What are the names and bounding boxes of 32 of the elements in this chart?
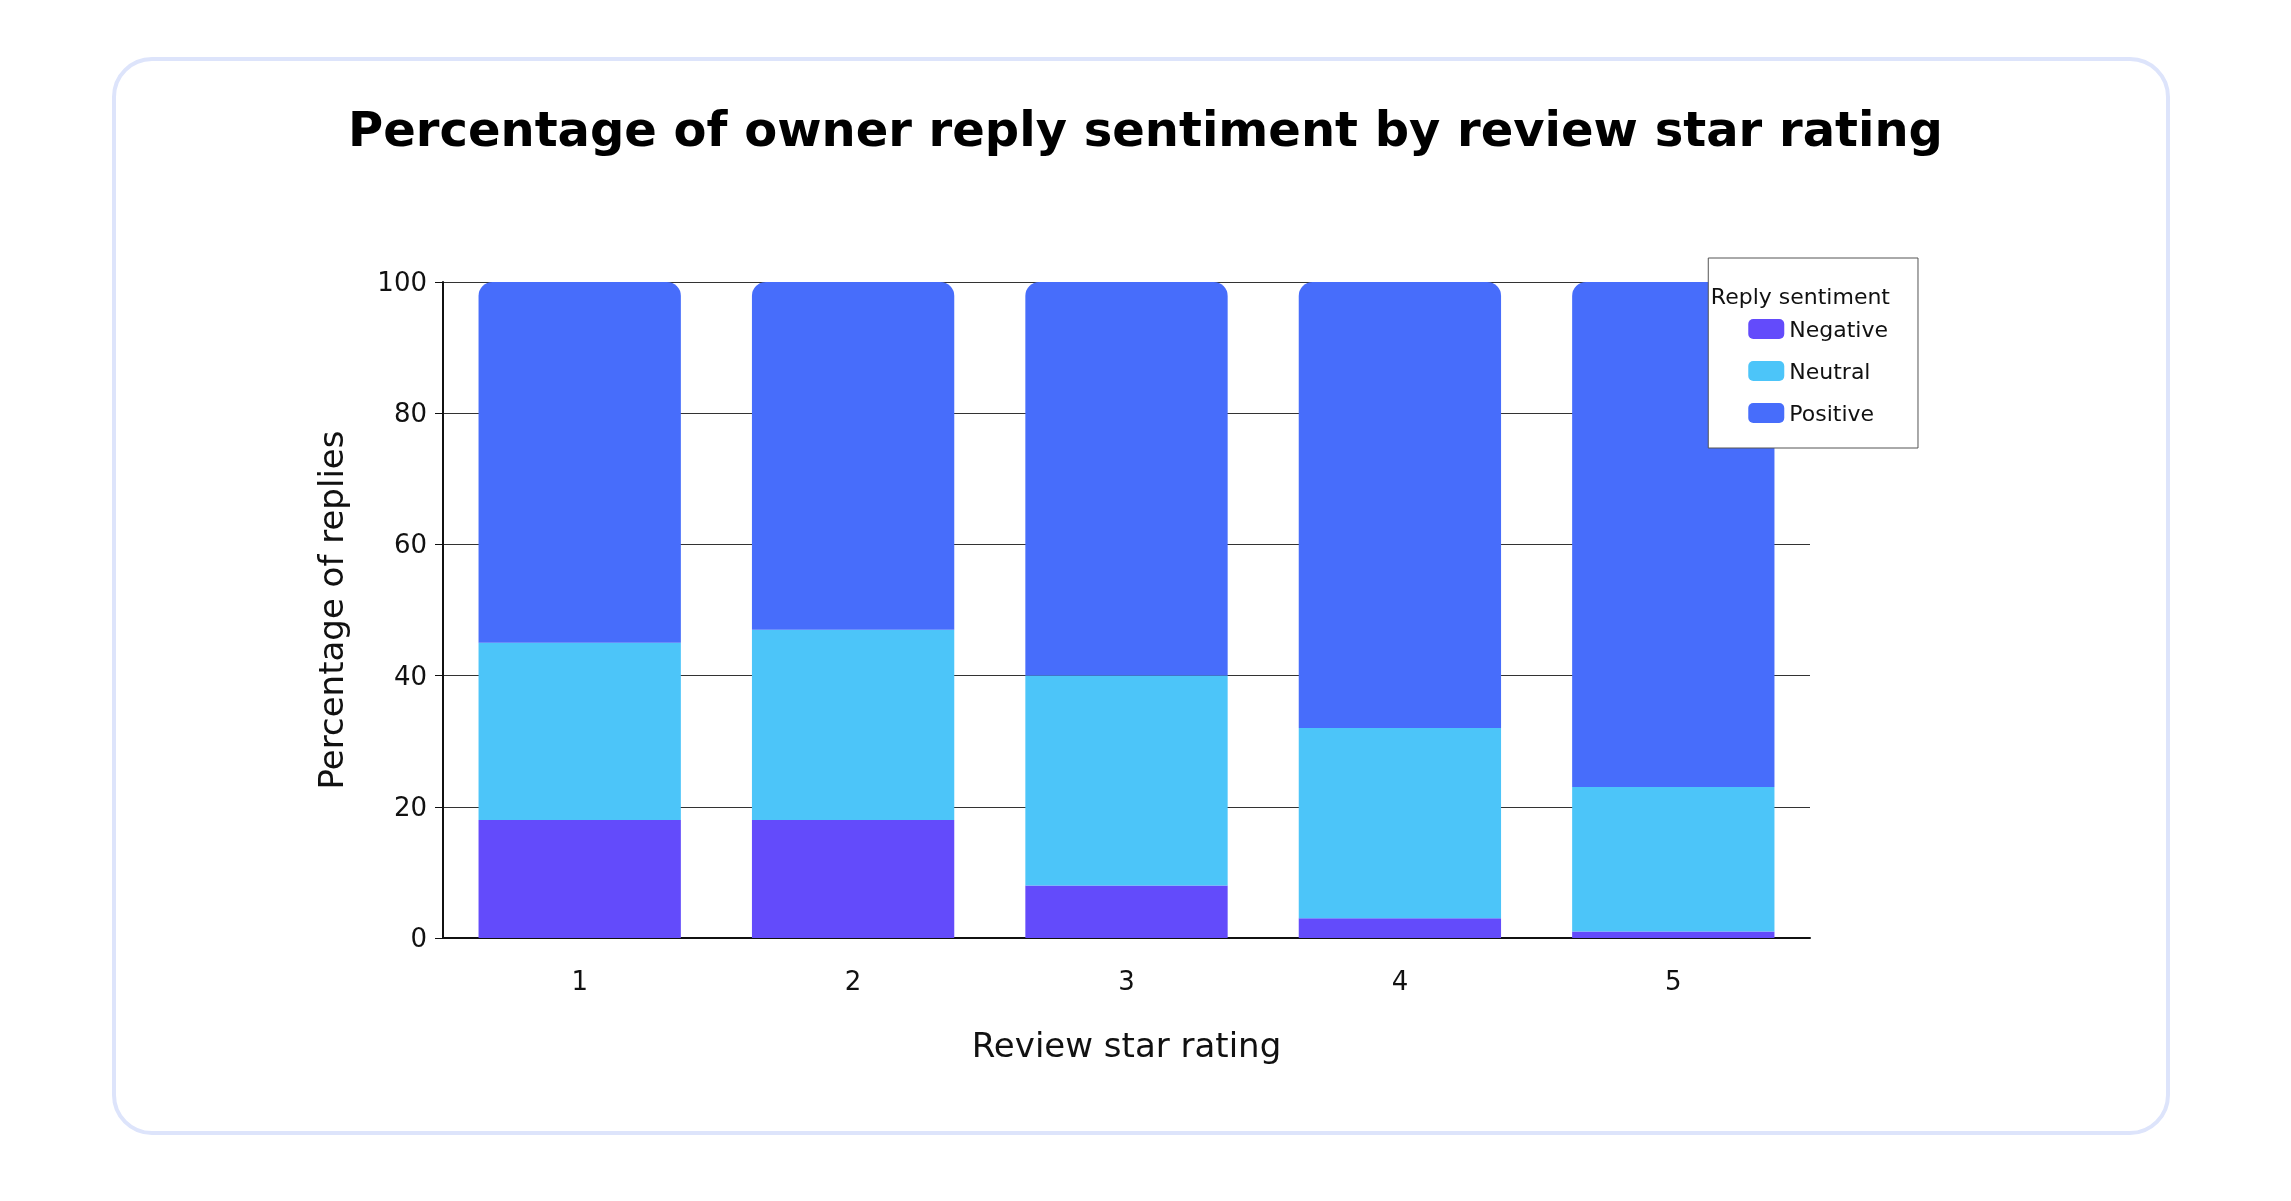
bar: [478, 819, 681, 938]
legend-label: Positive: [1789, 400, 1875, 426]
y-tick-label: 0: [410, 923, 427, 953]
y-tick-label: 40: [393, 660, 427, 691]
y-tick-label: 100: [377, 267, 427, 297]
legend-label: Negative: [1789, 316, 1888, 342]
bar: [751, 629, 955, 820]
x-tick-label: 1: [571, 966, 588, 996]
bar: [1298, 918, 1502, 938]
y-axis-title: Percentage of replies: [311, 430, 351, 790]
bar: [1025, 282, 1228, 676]
legend-title: Reply sentiment: [1710, 283, 1891, 309]
bar: [478, 282, 681, 643]
bar: [751, 282, 955, 630]
x-tick-label: 5: [1665, 966, 1682, 996]
bar: [1298, 728, 1502, 919]
bar: [1025, 675, 1228, 886]
bar: [751, 819, 955, 938]
chart-title: Percentage of owner reply sentiment by review star rating: [348, 101, 1943, 157]
y-tick-label: 20: [393, 791, 427, 822]
bar: [1572, 787, 1775, 932]
x-tick-label: 4: [1391, 966, 1409, 996]
bar: [478, 642, 681, 820]
y-tick-label: 80: [393, 398, 427, 429]
bar: [1298, 282, 1502, 729]
x-tick-label: 2: [844, 966, 862, 996]
x-tick-label: 3: [1118, 966, 1135, 996]
y-tick-label: 60: [393, 529, 427, 560]
bar: [1025, 885, 1228, 938]
legend-label: Neutral: [1789, 358, 1871, 384]
x-axis-title: Review star rating: [971, 1025, 1282, 1065]
bar: [1572, 931, 1775, 938]
